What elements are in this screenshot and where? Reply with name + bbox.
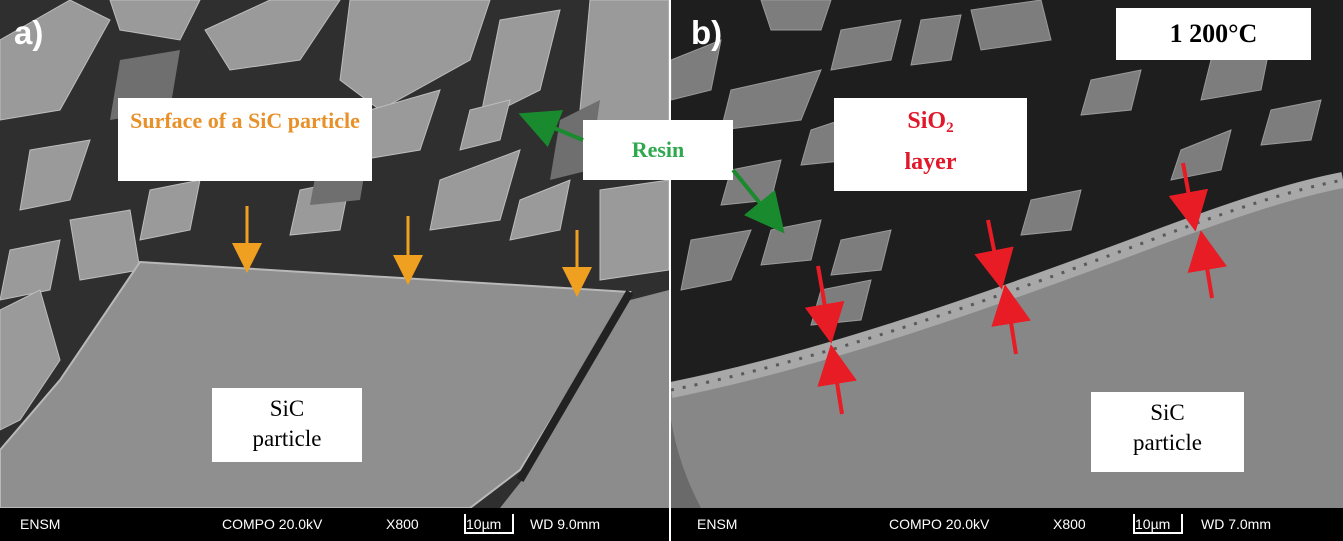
panel-label-a: a): [14, 14, 44, 51]
surface-label-box: Surface of a SiC particle: [118, 98, 372, 181]
sic-label-a-line2: particle: [252, 426, 322, 451]
panel-label-b: b): [691, 14, 723, 51]
sio2-layer-label-box: SiO2 layer: [834, 98, 1027, 191]
sem-image-panel-a: a) Surface of a SiC particle SiC particl…: [0, 0, 669, 541]
infobar-a-mode: COMPO 20.0kV: [222, 516, 323, 532]
infobar-a-lab: ENSM: [20, 516, 61, 532]
sic-label-b-line1: SiC: [1150, 400, 1185, 425]
sem-image-panel-b: b) 1 200°C SiO2 layer SiC particle ENSM …: [671, 0, 1343, 541]
sem-infobar-b: ENSM COMPO 20.0kV X800 10µm WD 7.0mm: [671, 508, 1343, 541]
resin-label-box: Resin: [583, 120, 733, 180]
scale-bar-a: [464, 514, 514, 534]
infobar-a-mag: X800: [386, 516, 419, 532]
sem-micrograph-a: [0, 0, 669, 508]
infobar-b-mag: X800: [1053, 516, 1086, 532]
infobar-b-scale: 10µm: [1135, 516, 1171, 532]
surface-label-text: Surface of a SiC particle: [130, 108, 360, 133]
sic-particle-label-b: SiC particle: [1091, 392, 1244, 472]
sio2-label-main: SiO: [907, 108, 947, 134]
infobar-b-lab: ENSM: [697, 516, 738, 532]
infobar-a-wd: WD 9.0mm: [530, 516, 600, 532]
sic-particle-label-a: SiC particle: [212, 388, 362, 462]
infobar-a-scale: 10µm: [466, 516, 502, 532]
resin-label-text: Resin: [631, 137, 685, 162]
sio2-label-subscript: 2: [946, 120, 954, 136]
sic-label-a-line1: SiC: [269, 396, 305, 421]
sic-label-b-line2: particle: [1133, 430, 1202, 455]
sio2-label-line2: layer: [904, 149, 957, 175]
infobar-b-wd: WD 7.0mm: [1201, 516, 1271, 532]
sem-infobar-a: ENSM COMPO 20.0kV X800 10µm WD 9.0mm: [0, 508, 669, 541]
scale-bar-b: [1133, 514, 1183, 534]
temperature-text: 1 200°C: [1169, 19, 1258, 48]
infobar-b-mode: COMPO 20.0kV: [889, 516, 990, 532]
temperature-label: 1 200°C: [1116, 8, 1311, 60]
